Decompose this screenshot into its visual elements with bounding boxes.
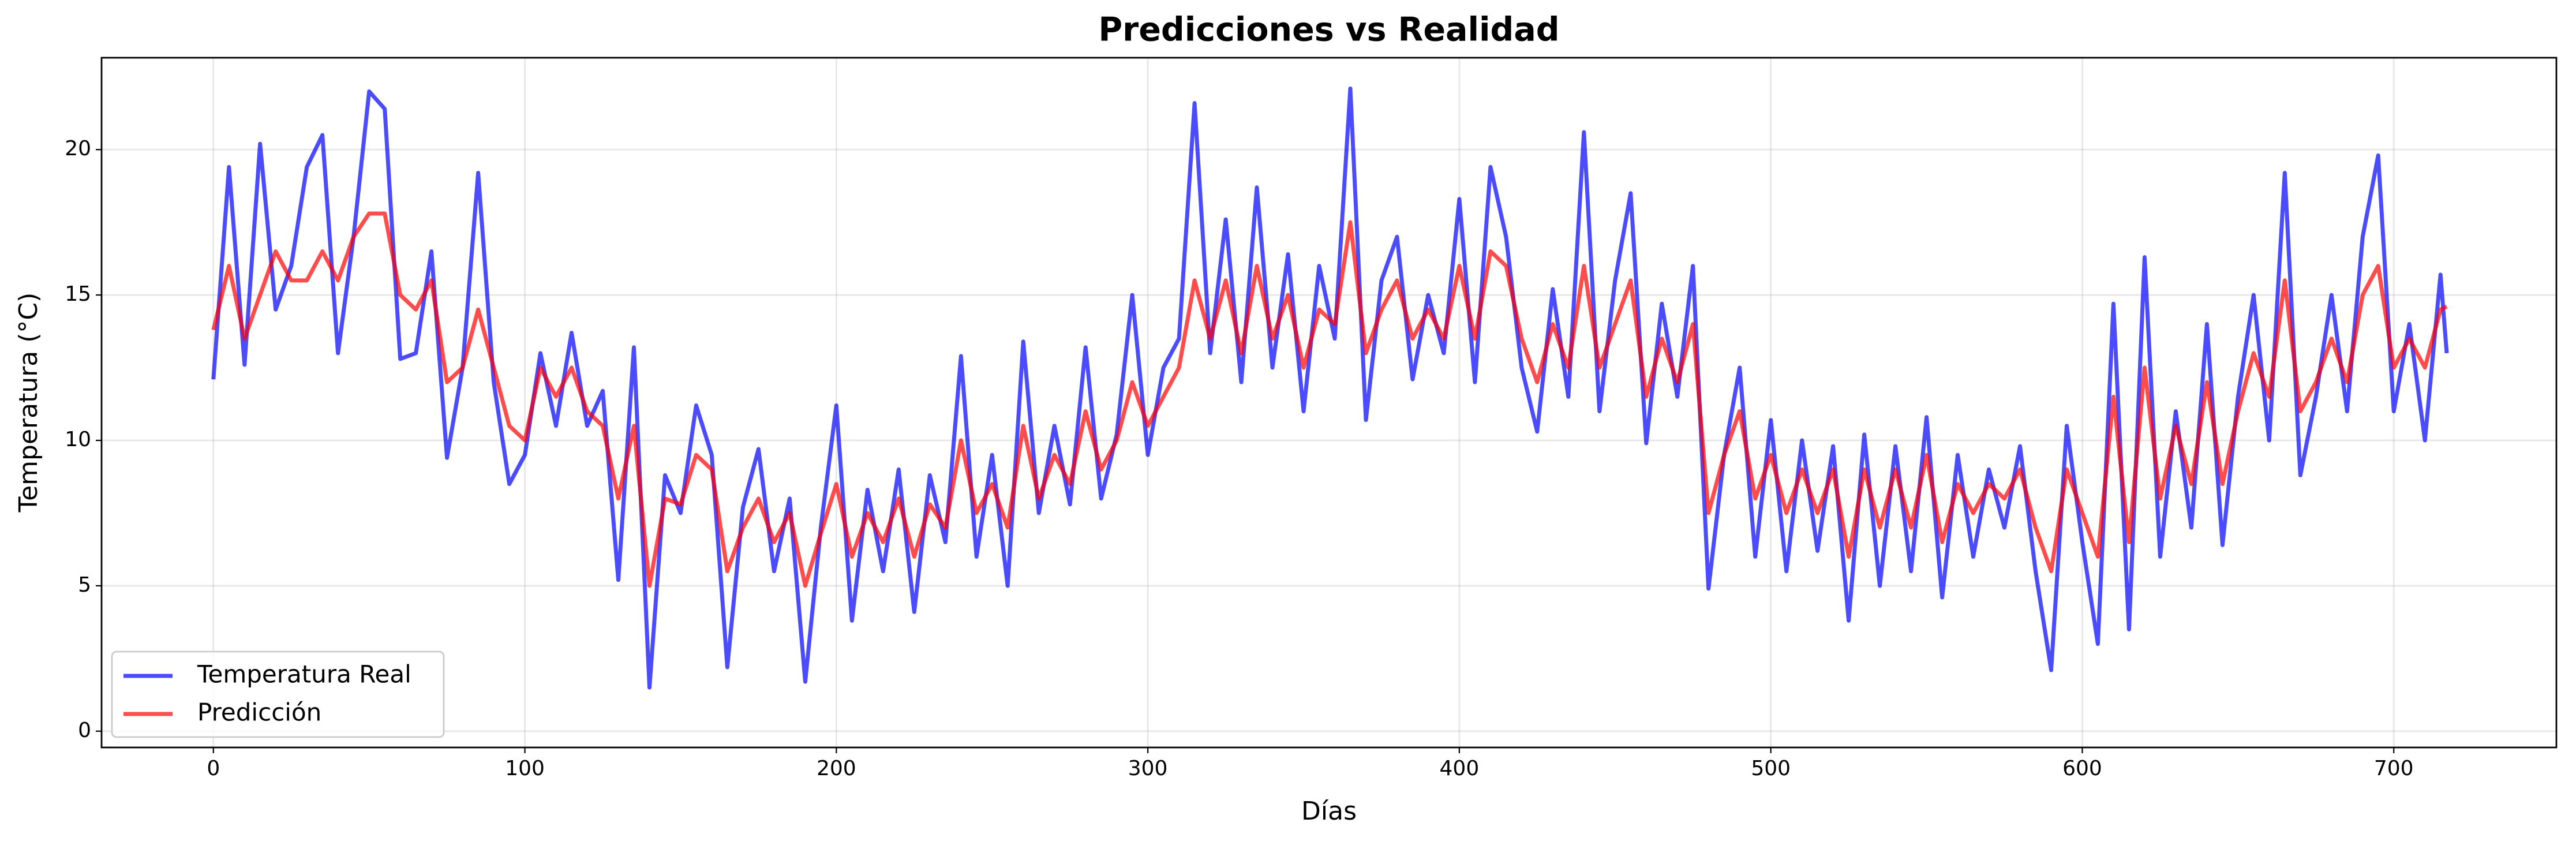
line-series [211, 211, 2448, 588]
legend-box [111, 650, 445, 738]
legend-label: Temperatura Real [197, 660, 411, 689]
x-tick-label: 600 [2062, 757, 2102, 780]
legend-label: Predicción [197, 698, 321, 727]
legend: Temperatura Real Predicción [111, 650, 445, 738]
x-tick-label: 200 [817, 757, 856, 780]
y-tick-label: 20 [65, 137, 91, 160]
x-tick-label: 500 [1751, 757, 1791, 780]
x-tick-label: 0 [207, 757, 220, 780]
chart-title: Predicciones vs Realidad [1098, 11, 1559, 49]
x-tick-label: 700 [2374, 757, 2414, 780]
x-tick-label: 100 [505, 757, 545, 780]
line-series [211, 86, 2449, 690]
x-tick-label: 400 [1440, 757, 1480, 780]
y-axis-label: Temperatura (°C) [14, 293, 43, 513]
y-tick-label: 0 [78, 719, 91, 742]
x-axis-label: Días [1301, 797, 1357, 826]
x-tick-label: 300 [1128, 757, 1168, 780]
y-tick-label: 15 [65, 282, 91, 306]
y-tick-label: 5 [78, 573, 91, 597]
plot-frame [100, 57, 2558, 749]
y-tick-label: 10 [65, 428, 91, 451]
